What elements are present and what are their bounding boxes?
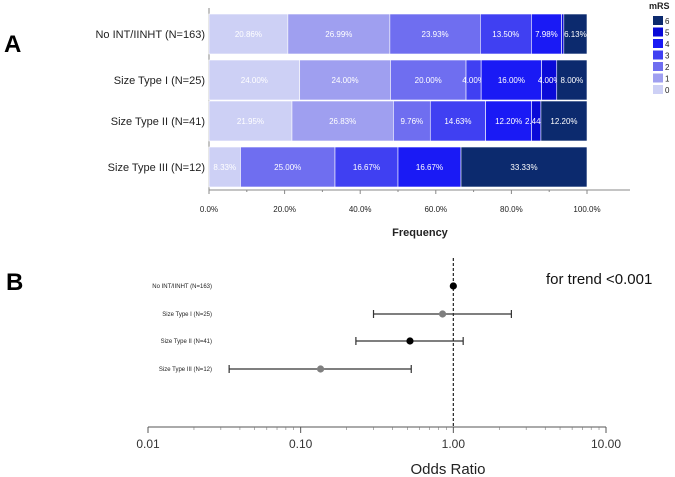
legend-label: 6	[665, 17, 670, 26]
bar-segment	[397, 146, 462, 188]
legend-swatch	[653, 50, 663, 60]
segment-label: 26.99%	[325, 30, 352, 39]
legend-label: 3	[665, 52, 670, 61]
x-tick-label: 10.00	[591, 437, 621, 451]
legend-swatch	[653, 27, 663, 37]
segment-label: 7.98%	[535, 30, 558, 39]
segment-label: 16.67%	[416, 163, 443, 172]
category-label: No INT/IINHT (N=163)	[95, 29, 205, 41]
x-tick-label: 1.00	[442, 437, 466, 451]
row-label: Size Type III (N=12)	[159, 367, 212, 373]
bar-segment	[240, 146, 336, 188]
legend-swatch	[653, 73, 663, 83]
bar-segment	[208, 59, 301, 101]
bar-segment	[480, 13, 532, 55]
row-label: No INT/IINHT (N=163)	[152, 284, 212, 290]
category-label: Size Type I (N=25)	[114, 75, 205, 87]
x-tick-label: 40.0%	[349, 205, 372, 214]
bar-segment	[334, 146, 399, 188]
legend-swatch	[653, 16, 663, 25]
legend-swatch	[653, 85, 663, 94]
segment-label: 4.00%	[538, 76, 561, 85]
segment-label: 23.93%	[422, 30, 449, 39]
panel-letter-a: A	[4, 31, 21, 58]
bar-segment	[429, 100, 486, 142]
point-estimate	[406, 337, 414, 345]
x-tick-label: 0.01	[136, 437, 160, 451]
segment-label: 13.50%	[492, 30, 519, 39]
bar-segment	[485, 100, 532, 142]
bar-segment	[299, 59, 391, 101]
x-tick-label: 100.0%	[573, 205, 600, 214]
legend-swatch	[653, 39, 663, 48]
segment-label: 14.63%	[444, 117, 471, 126]
segment-label: 24.00%	[332, 76, 359, 85]
segment-label: 6.13%	[564, 30, 587, 39]
row-label: Size Type II (N=41)	[161, 339, 212, 345]
legend-label: 4	[665, 40, 670, 49]
bar-segment	[390, 59, 467, 101]
row-label: Size Type I (N=25)	[162, 312, 212, 318]
segment-label: 12.20%	[495, 117, 522, 126]
segment-label: 21.95%	[237, 117, 264, 126]
segment-label: 26.83%	[329, 117, 356, 126]
panel-letter-b: B	[6, 269, 23, 296]
x-tick-label: 0.10	[289, 437, 313, 451]
segment-label: 16.67%	[353, 163, 380, 172]
legend-label: 2	[665, 63, 670, 72]
trend-annotation: for trend <0.001	[546, 271, 652, 288]
bar-segment	[287, 13, 391, 55]
segment-label: 8.00%	[561, 76, 584, 85]
bar-segment	[208, 146, 241, 188]
bar-segment	[393, 100, 431, 142]
x-tick-label: 0.0%	[200, 205, 218, 214]
segment-label: 12.20%	[550, 117, 577, 126]
category-label: Size Type III (N=12)	[108, 162, 205, 174]
x-axis-title: Odds Ratio	[410, 461, 485, 477]
bar-segment	[291, 100, 394, 142]
x-tick-label: 60.0%	[424, 205, 447, 214]
segment-label: 33.33%	[510, 163, 537, 172]
x-axis-title: Frequency	[392, 227, 449, 239]
segment-label: 20.00%	[415, 76, 442, 85]
segment-label: 16.00%	[498, 76, 525, 85]
legend-title: mRS	[649, 1, 670, 11]
segment-label: 25.00%	[274, 163, 301, 172]
x-tick-label: 20.0%	[273, 205, 296, 214]
segment-label: 4.00%	[462, 76, 485, 85]
segment-label: 24.00%	[241, 76, 268, 85]
legend-swatch	[653, 62, 663, 71]
point-estimate	[449, 282, 457, 290]
bar-segment	[208, 13, 289, 55]
legend-label: 5	[665, 29, 670, 38]
stacked-bar-chart: 20.86% 26.99% 23.93% 13.50% 7.98% 6.13% No INT…	[95, 8, 630, 239]
legend-label: 0	[665, 86, 670, 95]
bar-segment	[563, 13, 588, 55]
segment-label: 20.86%	[235, 30, 262, 39]
bar-segment	[460, 146, 588, 188]
bar-segment	[389, 13, 481, 55]
segment-label: 8.33%	[213, 163, 236, 172]
mrs-legend: mRS 6 5 4 3 2 1 0	[649, 1, 670, 95]
bar-segment	[556, 59, 588, 101]
bar-segment	[480, 59, 542, 101]
segment-label: 9.76%	[400, 117, 423, 126]
category-label: Size Type II (N=41)	[111, 116, 205, 128]
point-estimate	[316, 365, 325, 373]
forest-plot: 0.01 0.10 1.00 10.00 Odds Ratio No INT/IINHT …	[136, 258, 652, 477]
bar-segment	[540, 100, 588, 142]
segment-label: 2.44%	[525, 117, 548, 126]
legend-label: 1	[665, 75, 670, 84]
point-estimate	[438, 310, 447, 318]
x-tick-label: 80.0%	[500, 205, 523, 214]
